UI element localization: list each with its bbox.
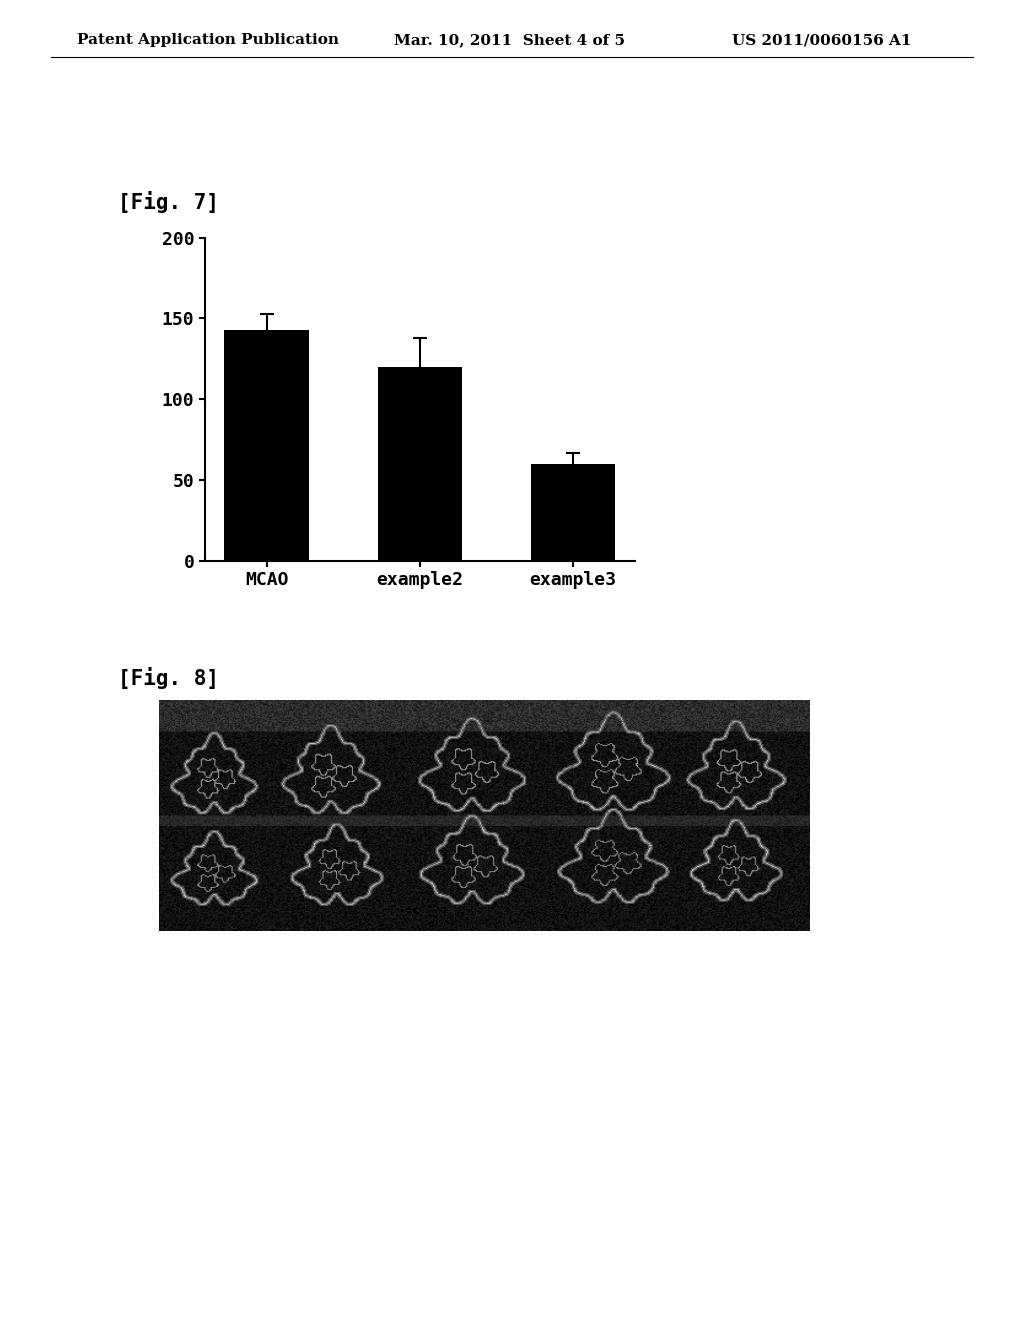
- Bar: [531, 465, 615, 561]
- Text: [Fig. 7]: [Fig. 7]: [118, 191, 219, 214]
- Bar: [224, 330, 308, 561]
- Text: Patent Application Publication: Patent Application Publication: [77, 33, 339, 48]
- Text: US 2011/0060156 A1: US 2011/0060156 A1: [732, 33, 911, 48]
- Text: Mar. 10, 2011  Sheet 4 of 5: Mar. 10, 2011 Sheet 4 of 5: [394, 33, 626, 48]
- Text: [Fig. 8]: [Fig. 8]: [118, 667, 219, 689]
- Bar: [378, 367, 462, 561]
